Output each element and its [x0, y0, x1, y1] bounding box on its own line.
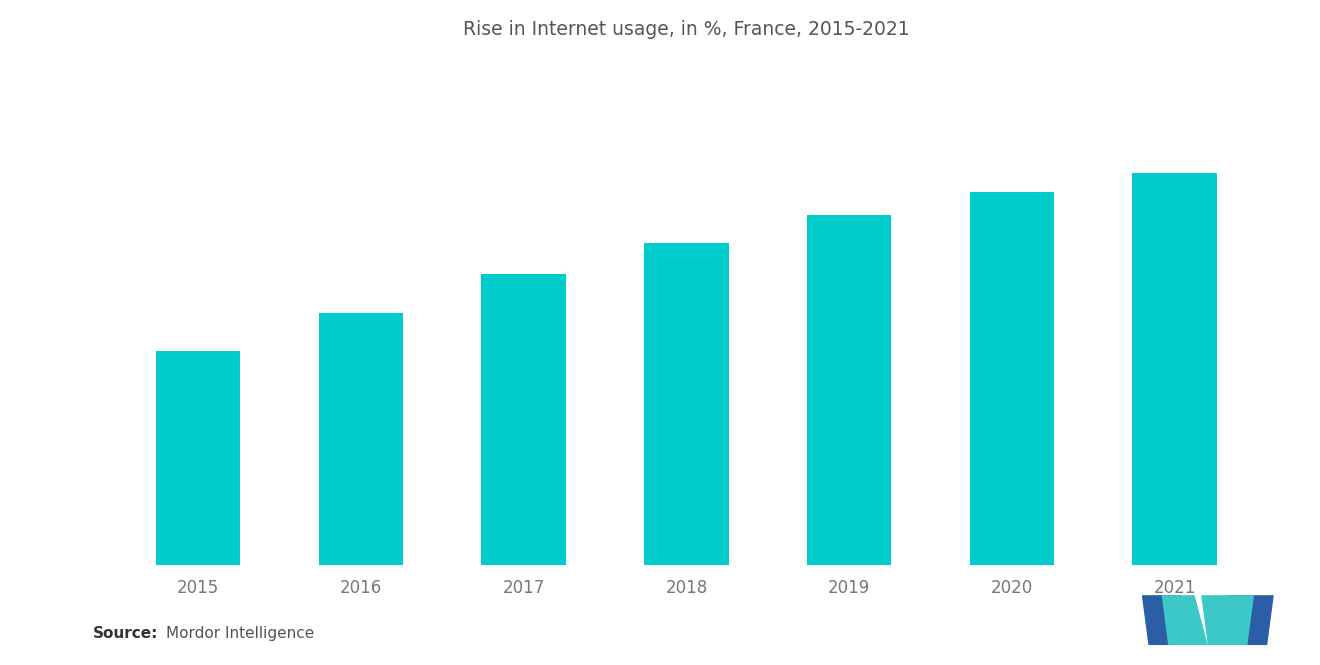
Bar	[156, 351, 240, 565]
Text: Source:: Source:	[92, 626, 158, 642]
Text: Mordor Intelligence: Mordor Intelligence	[166, 626, 314, 642]
Bar	[644, 243, 729, 565]
Title: Rise in Internet usage, in %, France, 2015-2021: Rise in Internet usage, in %, France, 20…	[463, 20, 909, 39]
Bar	[482, 274, 566, 565]
Bar	[807, 215, 891, 565]
Bar	[318, 313, 403, 565]
Bar	[1133, 173, 1217, 565]
Bar	[970, 192, 1055, 565]
